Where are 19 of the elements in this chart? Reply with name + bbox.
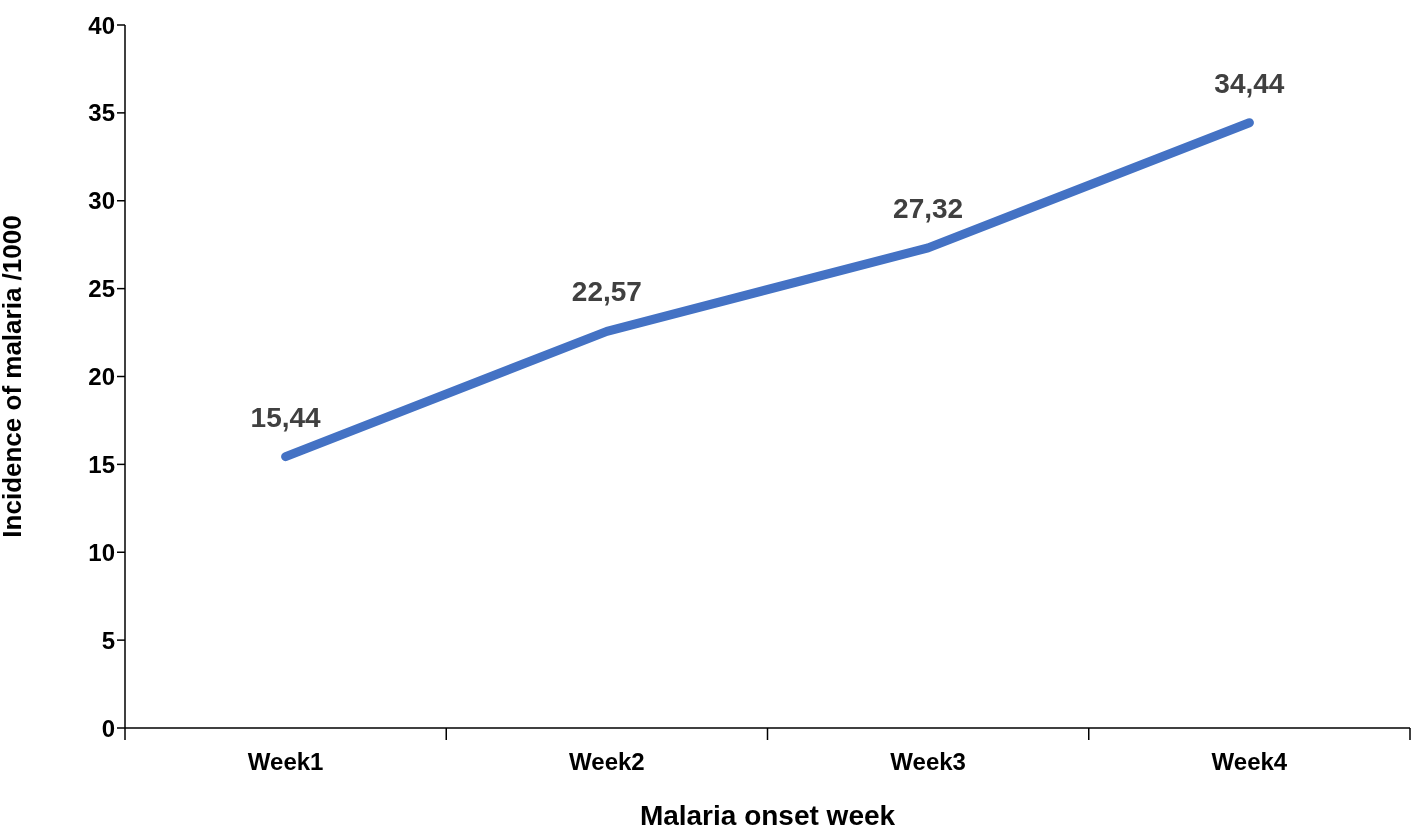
data-label: 27,32 [893,192,964,224]
y-tick-label: 40 [88,11,115,39]
y-tick-label: 30 [88,187,115,215]
data-label: 15,44 [250,401,322,433]
y-tick-label: 0 [101,714,115,742]
y-tick-label: 10 [88,538,115,566]
y-axis-title: Incidence of malaria /1000 [0,215,28,538]
y-tick-label: 35 [88,99,115,127]
data-label: 34,44 [1214,67,1285,99]
y-tick-label: 20 [88,363,115,391]
x-tick-label: Week4 [1211,748,1288,775]
x-tick-label: Week1 [247,748,324,775]
x-tick-label: Week2 [569,748,645,775]
y-tick-label: 25 [88,275,115,303]
y-tick-label: 5 [101,626,115,654]
data-label: 22,57 [571,276,642,308]
x-axis-title: Malaria onset week [639,800,896,831]
x-tick-label: Week3 [890,748,966,775]
y-tick-label: 15 [88,450,115,478]
